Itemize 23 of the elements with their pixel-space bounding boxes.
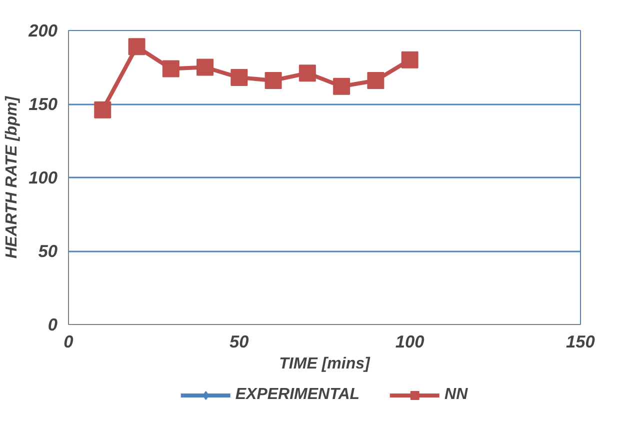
- point: [230, 69, 248, 86]
- point: [162, 60, 180, 78]
- x-tick-label: 100: [395, 332, 425, 352]
- point: [196, 58, 214, 76]
- x-tick-label: 50: [230, 332, 250, 352]
- x-tick-label: 150: [566, 332, 596, 352]
- point: [333, 78, 350, 95]
- point: [128, 38, 146, 56]
- point: [264, 72, 282, 89]
- legend-label: EXPERIMENTAL: [235, 385, 360, 405]
- y-tick-label: 50: [38, 241, 58, 261]
- y-tick-label: 0: [48, 314, 58, 334]
- point: [401, 51, 418, 68]
- y-tick-label: 150: [28, 94, 58, 114]
- y-tick-label: 200: [28, 20, 58, 40]
- legend-label: NN: [444, 385, 468, 405]
- point: [298, 64, 316, 82]
- x-tick-label: 0: [64, 332, 74, 352]
- point: [367, 72, 384, 89]
- y-tick-label: 100: [28, 168, 58, 188]
- point: [94, 101, 112, 118]
- x-axis-title: TIME [mins]: [279, 356, 371, 372]
- y-axis-title: HEARTH RATE [bpm]: [4, 96, 21, 259]
